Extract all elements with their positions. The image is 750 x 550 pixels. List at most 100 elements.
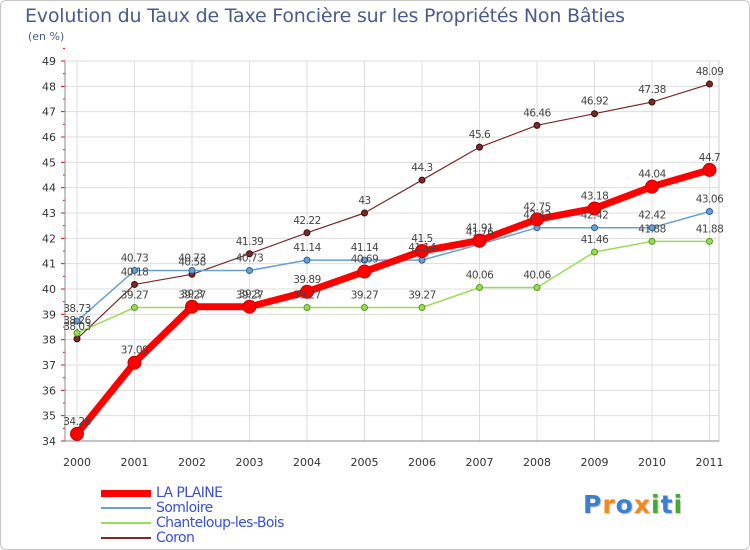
data-point-coron bbox=[418, 176, 426, 184]
x-tick-label: 2009 bbox=[581, 456, 609, 469]
series-line-la-plaine bbox=[73, 166, 713, 438]
data-point-la-plaine bbox=[127, 355, 142, 370]
y-tick-label: 47 bbox=[42, 106, 56, 119]
data-point-somloire bbox=[188, 267, 196, 275]
chart-title: Evolution du Taux de Taxe Foncière sur l… bbox=[25, 5, 625, 27]
x-tick-label: 2004 bbox=[293, 456, 321, 469]
data-point-somloire bbox=[131, 267, 138, 275]
x-tick-label: 2011 bbox=[696, 456, 724, 469]
data-point-la-plaine bbox=[300, 284, 314, 299]
data-label-la-plaine: 41.5 bbox=[411, 233, 432, 245]
data-point-chanteloup-les-bois bbox=[303, 303, 311, 311]
x-tick-label: 2007 bbox=[466, 456, 494, 469]
data-label-somloire: 40.73 bbox=[121, 253, 149, 265]
data-point-la-plaine bbox=[357, 264, 372, 279]
y-tick-label: 48 bbox=[42, 80, 56, 93]
y-tick-label: 35 bbox=[42, 410, 56, 423]
logo-letter: r bbox=[602, 490, 616, 519]
data-label-chanteloup-les-bois: 39.27 bbox=[236, 289, 264, 301]
y-tick-label: 42 bbox=[42, 232, 56, 245]
data-label-coron: 42.22 bbox=[293, 215, 321, 227]
legend-swatch bbox=[101, 507, 151, 509]
data-label-somloire: 41.76 bbox=[466, 226, 494, 238]
data-label-la-plaine: 41.91 bbox=[466, 223, 494, 235]
data-label-somloire: 41.14 bbox=[408, 242, 436, 254]
legend-label: Somloire bbox=[156, 500, 213, 516]
y-tick-label: 46 bbox=[42, 131, 56, 144]
y-tick-label: 43 bbox=[42, 207, 56, 220]
y-tick-label: 36 bbox=[42, 384, 56, 397]
y-tick-label: 38 bbox=[42, 334, 56, 347]
data-point-somloire bbox=[418, 256, 426, 264]
data-label-la-plaine: 40.69 bbox=[351, 254, 379, 266]
logo-letter: P bbox=[583, 490, 603, 519]
data-label-chanteloup-les-bois: 39.27 bbox=[351, 289, 379, 301]
data-label-la-plaine: 39.3 bbox=[181, 289, 202, 301]
data-label-la-plaine: 44.04 bbox=[638, 169, 666, 181]
data-point-la-plaine bbox=[530, 212, 544, 227]
data-point-chanteloup-les-bois bbox=[476, 283, 483, 291]
data-point-coron bbox=[361, 209, 368, 217]
data-point-coron bbox=[476, 143, 483, 151]
data-point-chanteloup-les-bois bbox=[73, 329, 81, 337]
data-point-coron bbox=[591, 110, 598, 118]
plot-area bbox=[64, 60, 720, 442]
y-tick-label: 45 bbox=[42, 156, 56, 169]
data-label-chanteloup-les-bois: 40.06 bbox=[466, 269, 494, 281]
y-tick-label: 41 bbox=[42, 258, 56, 271]
data-point-la-plaine bbox=[702, 162, 717, 177]
x-tick-label: 2010 bbox=[638, 456, 666, 469]
data-label-chanteloup-les-bois: 39.27 bbox=[178, 289, 206, 301]
data-label-chanteloup-les-bois: 41.88 bbox=[638, 223, 666, 235]
data-label-coron: 48.09 bbox=[696, 66, 724, 78]
series-line-coron bbox=[76, 83, 711, 340]
proxiti-logo: Proxiti bbox=[583, 490, 683, 519]
data-label-chanteloup-les-bois: 39.27 bbox=[121, 289, 149, 301]
series-line-chanteloup-les-bois bbox=[76, 240, 711, 334]
data-point-chanteloup-les-bois bbox=[533, 283, 541, 291]
data-label-coron: 43 bbox=[358, 195, 370, 207]
data-point-somloire bbox=[648, 224, 656, 232]
data-label-somloire: 42.42 bbox=[581, 210, 609, 222]
data-point-chanteloup-les-bois bbox=[131, 303, 138, 311]
legend-label: LA PLAINE bbox=[156, 485, 223, 501]
logo-letter: o bbox=[615, 490, 634, 519]
data-label-coron: 41.39 bbox=[236, 236, 264, 248]
data-point-la-plaine bbox=[415, 244, 429, 258]
data-point-coron bbox=[706, 80, 713, 88]
data-point-la-plaine bbox=[242, 299, 257, 314]
data-label-coron: 47.38 bbox=[638, 84, 666, 96]
x-tick-label: 2001 bbox=[121, 456, 149, 469]
data-label-la-plaine: 42.75 bbox=[523, 201, 551, 213]
data-label-coron: 44.3 bbox=[411, 162, 432, 174]
legend-swatch bbox=[101, 522, 151, 524]
x-tick-label: 2005 bbox=[351, 456, 379, 469]
data-label-chanteloup-les-bois: 39.27 bbox=[408, 289, 436, 301]
data-label-coron: 45.6 bbox=[469, 129, 491, 141]
y-tick-label: 34 bbox=[42, 435, 56, 448]
y-tick-label: 44 bbox=[42, 182, 56, 195]
data-point-chanteloup-les-bois bbox=[706, 237, 713, 245]
data-point-la-plaine bbox=[587, 201, 602, 216]
data-label-coron: 40.58 bbox=[178, 256, 206, 268]
data-label-chanteloup-les-bois: 39.27 bbox=[293, 289, 321, 301]
data-label-somloire: 42.42 bbox=[638, 210, 666, 222]
data-label-la-plaine: 39.89 bbox=[293, 274, 321, 286]
y-tick-label: 40 bbox=[42, 283, 56, 296]
legend-label: Chanteloup-les-Bois bbox=[156, 515, 284, 531]
data-point-chanteloup-les-bois bbox=[648, 237, 656, 245]
x-tick-label: 2000 bbox=[63, 456, 91, 469]
y-tick-label: 37 bbox=[42, 359, 56, 372]
data-label-somloire: 41.14 bbox=[293, 242, 321, 254]
data-label-chanteloup-les-bois: 38.26 bbox=[63, 315, 91, 327]
logo-letter: x bbox=[633, 490, 651, 519]
data-label-somloire: 40.73 bbox=[178, 253, 206, 265]
data-point-somloire bbox=[591, 224, 598, 232]
data-label-chanteloup-les-bois: 41.88 bbox=[696, 223, 724, 235]
data-label-la-plaine: 39.3 bbox=[239, 289, 260, 301]
data-point-somloire bbox=[706, 207, 713, 215]
data-label-somloire: 41.14 bbox=[351, 242, 379, 254]
logo-letter: t bbox=[660, 490, 674, 519]
data-label-coron: 46.92 bbox=[581, 96, 609, 108]
